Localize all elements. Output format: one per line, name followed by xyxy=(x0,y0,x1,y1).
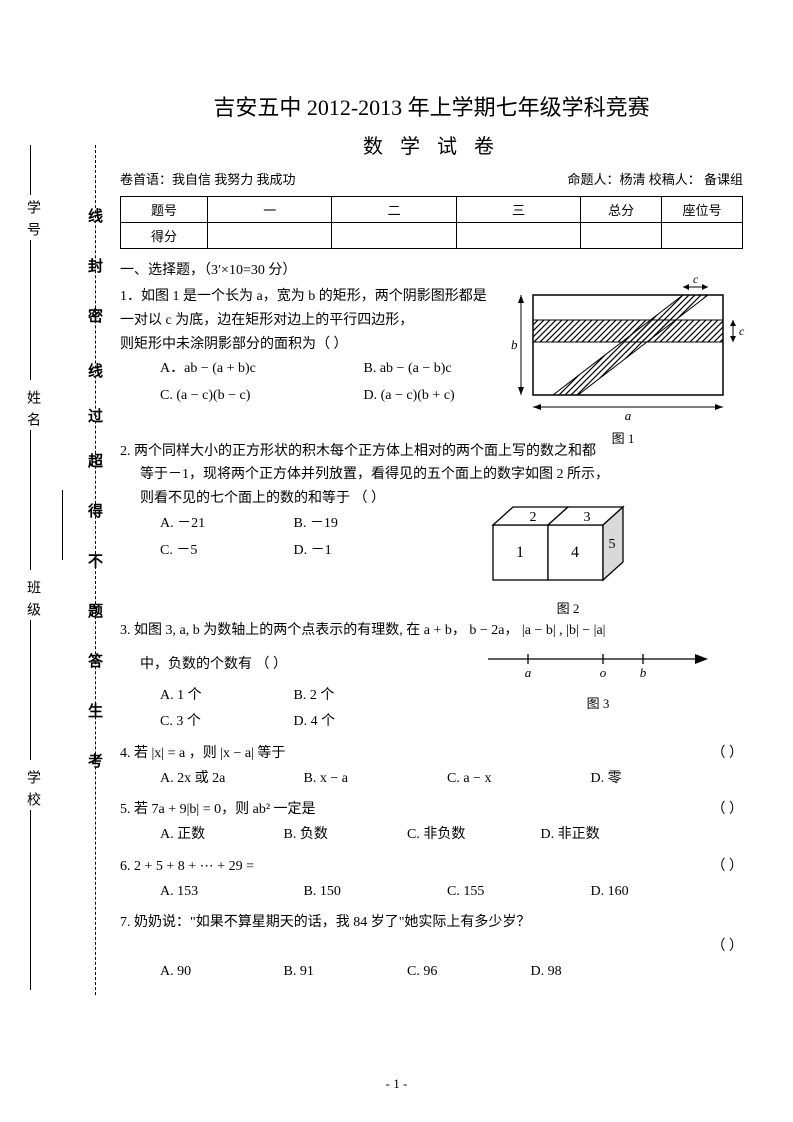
q6-stem: 6. 2 + 5 + 8 + ⋯ + 29 = xyxy=(120,859,254,874)
score-cell xyxy=(581,223,662,249)
q5-paren: （ ） xyxy=(712,798,744,822)
question-4: 4. 若 |x| = a ，则 |x − a| 等于 （ ） A. 2x 或 2… xyxy=(120,742,743,792)
q2-option-c: C. －5 xyxy=(160,538,260,565)
question-5: 5. 若 7a + 9|b| = 0，则 ab² 一定是 （ ） A. 正数 B… xyxy=(120,798,743,848)
svg-text:3: 3 xyxy=(584,510,591,525)
q6-option-b: B. 150 xyxy=(304,879,414,906)
q4-option-d: D. 零 xyxy=(591,766,622,793)
q7-option-d: D. 98 xyxy=(531,959,562,986)
q1-option-c: C. (a − c)(b − c) xyxy=(160,383,330,410)
score-cell xyxy=(208,223,332,249)
q1-option-a: A．ab − (a + b)c xyxy=(160,356,330,383)
q2-stem: 等于－1，现将两个正方体并列放置，看得见的五个面上的数字如图 2 所示， xyxy=(140,463,743,487)
q2-option-b: B. －19 xyxy=(294,511,338,538)
score-header: 二 xyxy=(332,197,456,223)
score-row-label: 得分 xyxy=(121,223,208,249)
score-cell xyxy=(332,223,456,249)
question-1: 1．如图 1 是一个长为 a，宽为 b 的矩形，两个阴影图形都是 一对以 c 为… xyxy=(120,285,743,410)
q5-option-d: D. 非正数 xyxy=(541,822,600,849)
q4-paren: （ ） xyxy=(712,742,744,766)
question-3: 3. 如图 3, a, b 为数轴上的两个点表示的有理数, 在 a + b， b… xyxy=(120,619,743,736)
score-table: 题号 一 二 三 总分 座位号 得分 xyxy=(120,196,743,249)
q7-stem: 7. 奶奶说："如果不算星期天的话，我 84 岁了"她实际上有多少岁？ xyxy=(120,911,743,935)
exam-title: 吉安五中 2012-2013 年上学期七年级学科竞赛 xyxy=(120,90,743,122)
q3-option-a: A. 1 个 xyxy=(160,683,260,710)
motto: 卷首语：我自信 我努力 我成功 xyxy=(120,169,296,188)
q4-stem: 4. 若 |x| = a ，则 |x − a| 等于 xyxy=(120,746,285,761)
svg-text:2: 2 xyxy=(530,510,537,525)
q3-stem: 3. 如图 3, a, b 为数轴上的两个点表示的有理数, 在 a + b， b… xyxy=(120,619,743,643)
score-cell xyxy=(662,223,743,249)
q7-option-b: B. 91 xyxy=(284,959,374,986)
svg-text:4: 4 xyxy=(571,544,579,561)
question-7: 7. 奶奶说："如果不算星期天的话，我 84 岁了"她实际上有多少岁？ （ ） … xyxy=(120,911,743,985)
page-content: 吉安五中 2012-2013 年上学期七年级学科竞赛 数 学 试 卷 卷首语：我… xyxy=(0,0,793,1029)
q6-option-a: A. 153 xyxy=(160,879,270,906)
svg-text:a: a xyxy=(525,665,532,680)
svg-text:b: b xyxy=(640,665,647,680)
svg-text:a: a xyxy=(625,408,632,423)
figure-1-svg: a b c c xyxy=(493,275,753,425)
q3-option-c: C. 3 个 xyxy=(160,709,260,736)
q5-stem: 5. 若 7a + 9|b| = 0，则 ab² 一定是 xyxy=(120,802,316,817)
svg-text:c: c xyxy=(693,275,699,286)
figure-3: a o b 图 3 xyxy=(483,644,713,715)
meta-row: 卷首语：我自信 我努力 我成功 命题人：杨清 校稿人： 备课组 xyxy=(120,169,743,188)
score-header: 一 xyxy=(208,197,332,223)
exam-subtitle: 数 学 试 卷 xyxy=(120,130,743,159)
figure-2-label: 图 2 xyxy=(483,598,653,620)
q1-option-b: B. ab − (a − b)c xyxy=(364,356,452,383)
q4-option-c: C. a − x xyxy=(447,766,557,793)
q7-option-a: A. 90 xyxy=(160,959,250,986)
svg-text:o: o xyxy=(600,665,607,680)
score-header: 题号 xyxy=(121,197,208,223)
svg-text:1: 1 xyxy=(516,544,524,561)
q2-stem: 2. 两个同样大小的正方形状的积木每个正方体上相对的两个面上写的数之和都 xyxy=(120,440,743,464)
figure-2: 1 2 3 4 5 图 2 xyxy=(483,495,653,621)
q5-option-c: C. 非负数 xyxy=(407,822,507,849)
q6-option-d: D. 160 xyxy=(591,879,629,906)
figure-2-svg: 1 2 3 4 5 xyxy=(483,495,653,590)
svg-text:5: 5 xyxy=(609,537,616,552)
q5-option-b: B. 负数 xyxy=(284,822,374,849)
q2-option-d: D. －1 xyxy=(294,538,332,565)
q4-option-b: B. x − a xyxy=(304,766,414,793)
q6-option-c: C. 155 xyxy=(447,879,557,906)
score-header: 座位号 xyxy=(662,197,743,223)
svg-text:c: c xyxy=(739,324,745,338)
q3-option-d: D. 4 个 xyxy=(294,709,336,736)
q7-paren: （ ） xyxy=(120,935,743,959)
score-header: 三 xyxy=(456,197,580,223)
q3-stem: 中，负数的个数有 （ ） xyxy=(140,657,287,672)
svg-text:b: b xyxy=(511,337,518,352)
score-cell xyxy=(456,223,580,249)
question-6: 6. 2 + 5 + 8 + ⋯ + 29 = （ ） A. 153 B. 15… xyxy=(120,855,743,905)
q5-option-a: A. 正数 xyxy=(160,822,250,849)
authors: 命题人：杨清 校稿人： 备课组 xyxy=(567,169,743,188)
q6-paren: （ ） xyxy=(712,855,744,879)
q2-option-a: A. －21 xyxy=(160,511,260,538)
page-number: - 1 - xyxy=(386,1076,408,1092)
q7-option-c: C. 96 xyxy=(407,959,497,986)
q3-option-b: B. 2 个 xyxy=(294,683,335,710)
figure-3-label: 图 3 xyxy=(483,693,713,715)
figure-3-svg: a o b xyxy=(483,644,713,684)
figure-1: a b c c 图 1 xyxy=(493,275,753,450)
q4-option-a: A. 2x 或 2a xyxy=(160,766,270,793)
question-2: 2. 两个同样大小的正方形状的积木每个正方体上相对的两个面上写的数之和都 等于－… xyxy=(120,440,743,565)
q1-option-d: D. (a − c)(b + c) xyxy=(364,383,455,410)
score-header: 总分 xyxy=(581,197,662,223)
